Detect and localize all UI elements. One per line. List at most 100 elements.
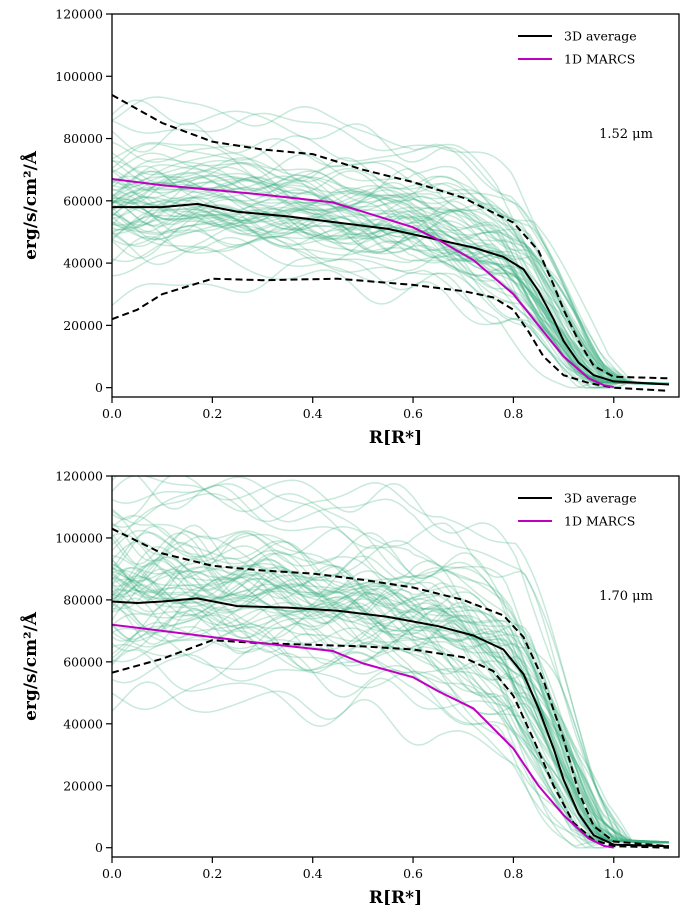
individual-curve (112, 532, 669, 844)
x-tick-label: 0.4 (303, 866, 323, 881)
individual-curve (112, 157, 670, 385)
legend-label: 3D average (564, 29, 637, 44)
individual-curve (112, 570, 669, 844)
individual-curve (112, 563, 670, 844)
y-tick-label: 40000 (63, 716, 103, 731)
individual-curve (112, 571, 670, 843)
individual-curve (112, 483, 670, 844)
individual-curve (112, 530, 669, 844)
wavelength-annotation: 1.52 μm (599, 127, 653, 142)
individual-curve (112, 208, 670, 385)
individual-curve (112, 232, 670, 389)
individual-curve (112, 626, 670, 849)
individual-curve (112, 165, 670, 385)
individual-curve (112, 514, 669, 844)
individual-curve (112, 213, 670, 385)
legend-label: 3D average (564, 491, 637, 506)
individual-curve (112, 198, 670, 385)
individual-curve (112, 476, 670, 843)
individual-curve (112, 170, 669, 385)
y-axis-label: erg/s/cm²/Å (19, 611, 41, 721)
individual-curve (112, 198, 669, 385)
individual-curve (112, 221, 669, 389)
individual-curve (112, 555, 669, 844)
individual-curve (112, 152, 669, 385)
individual-curve (112, 522, 670, 843)
individual-curve (112, 176, 669, 385)
chart-panel: 0 20000 40000 60000 80000 100000 120000 0.0 0.2 0… (19, 469, 680, 908)
x-axis-label: R[R*] (369, 428, 422, 448)
individual-curve (112, 525, 670, 844)
y-tick-label: 40000 (63, 256, 103, 271)
individual-curve (112, 250, 669, 385)
y-tick-label: 20000 (63, 318, 103, 333)
individual-curve (112, 166, 670, 385)
chart-panel: 0 20000 40000 60000 80000 100000 120000 0.0 0.2 0… (19, 7, 680, 448)
individual-curve (112, 202, 669, 385)
individual-curve (112, 161, 670, 385)
x-tick-label: 0.2 (202, 406, 222, 421)
series-1d-marcs (112, 623, 614, 849)
series-1d-marcs (112, 178, 614, 388)
individual-curve (112, 179, 669, 385)
individual-curve (112, 213, 670, 389)
individual-curve (112, 153, 670, 385)
individual-curve (112, 589, 670, 843)
individual-curve (112, 152, 670, 385)
individual-curve (112, 578, 670, 843)
individual-curve (112, 593, 669, 844)
individual-curve (112, 566, 669, 844)
y-tick-label: 100000 (55, 69, 103, 84)
individual-curve (112, 576, 670, 844)
individual-curve (112, 213, 669, 385)
individual-curve (112, 175, 670, 385)
individual-curve (112, 210, 670, 385)
individual-curve (112, 575, 670, 844)
individual-curve (112, 141, 669, 385)
individual-curve (112, 135, 669, 385)
individual-curve (112, 222, 670, 385)
individual-curve (112, 224, 670, 388)
individual-curve (112, 96, 669, 385)
y-tick-label: 80000 (63, 131, 103, 146)
individual-curve (112, 549, 670, 844)
x-tick-label: 1.0 (604, 866, 624, 881)
individual-curve (112, 614, 669, 844)
series-dispersion-bound (112, 94, 670, 380)
individual-curve (112, 174, 670, 385)
plot-area (112, 94, 670, 392)
individual-curve (112, 157, 669, 385)
individual-curve (112, 588, 670, 844)
y-tick-label: 120000 (55, 469, 103, 484)
individual-curve (112, 159, 669, 385)
legend-label: 1D MARCS (564, 52, 635, 67)
individual-curve (112, 476, 670, 844)
x-tick-label: 0.6 (403, 406, 423, 421)
legend-label: 1D MARCS (564, 514, 635, 529)
x-tick-label: 0.4 (303, 406, 323, 421)
individual-curve (112, 540, 670, 843)
individual-curve (112, 198, 669, 385)
individual-curve (112, 197, 669, 385)
individual-curve (112, 99, 670, 385)
individual-curve (112, 168, 670, 385)
individual-curve (112, 564, 670, 844)
individual-curve (112, 545, 669, 844)
y-tick-label: 60000 (63, 654, 103, 669)
series-dispersion-bound (112, 277, 670, 392)
individual-curve (112, 607, 670, 849)
x-tick-label: 0.8 (503, 406, 523, 421)
individual-curve (112, 224, 670, 385)
individual-curve (112, 179, 669, 385)
individual-curve (112, 569, 669, 844)
wavelength-annotation: 1.70 μm (599, 589, 653, 604)
individual-curve (112, 529, 670, 844)
individual-curve (112, 630, 669, 844)
individual-curve (112, 206, 670, 385)
individual-curve (112, 544, 669, 844)
x-axis-label: R[R*] (369, 888, 422, 908)
x-tick-label: 0.2 (202, 866, 222, 881)
individual-curve (112, 167, 669, 385)
y-tick-label: 0 (95, 380, 103, 395)
individual-curve (112, 221, 670, 389)
